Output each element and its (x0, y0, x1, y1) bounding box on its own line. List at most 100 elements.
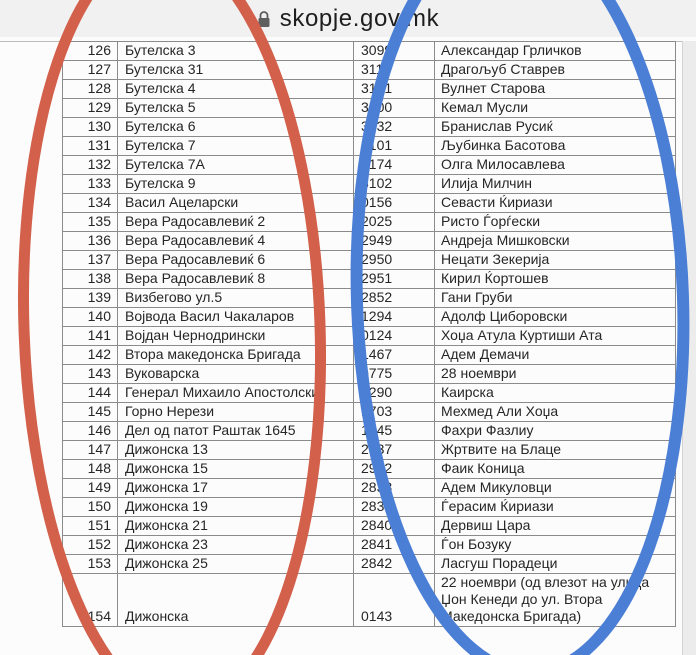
cell-street: Дижонска 25 (117, 554, 354, 574)
cell-name: Ѓон Бозуку (434, 535, 676, 555)
cell-code: 2838 (353, 478, 435, 498)
cell-code: 2842 (353, 554, 435, 574)
cell-num: 135 (62, 212, 118, 232)
cell-name: Жртвите на Блаце (434, 440, 676, 460)
table-row: 154 Дижонска 0143 22 ноември (од влезот на … (62, 573, 676, 627)
cell-name: 28 ноември (434, 364, 676, 384)
cell-street: Бутелска 6 (117, 117, 354, 137)
table-row: 126 Бутелска 3 3099 Александар Грличков (62, 41, 676, 61)
street-table-body: 126 Бутелска 3 3099 Александар Грличков 127 Б… (62, 41, 676, 627)
cell-num: 154 (62, 573, 118, 627)
table-row: 131 Бутелска 7 3101 Љубинка Басотова (62, 136, 676, 156)
cell-name: Ристо Ѓорѓески (434, 212, 676, 232)
table-row: 134 Васил Ацеларски 0156 Севасти Ќириази (62, 193, 676, 213)
table-row: 142 Втора македонска Бригада 1467 Адем Дема… (62, 345, 676, 365)
cell-street: Дижонска 15 (117, 459, 354, 479)
cell-num: 152 (62, 535, 118, 555)
table-row: 133 Бутелска 9 3102 Илија Милчин (62, 174, 676, 194)
cell-street: Вера Радосавлевиќ 4 (117, 231, 354, 251)
cell-code: 2841 (353, 535, 435, 555)
cell-street: Вера Радосавлевиќ 8 (117, 269, 354, 289)
cell-code: 2949 (353, 231, 435, 251)
cell-code: 0290 (353, 383, 435, 403)
cell-num: 151 (62, 516, 118, 536)
table-row: 127 Бутелска 31 3113 Драгољуб Ставрев (62, 60, 676, 80)
cell-name: Нецати Зекерија (434, 250, 676, 270)
table-row: 146 Дел од патот Раштак 1645 1645 Фахри Фаз… (62, 421, 676, 441)
cell-name: Адолф Циборовски (434, 307, 676, 327)
cell-code: 2837 (353, 440, 435, 460)
cell-code: 1467 (353, 345, 435, 365)
table-row: 139 Визбегово ул.5 2852 Гани Груби (62, 288, 676, 308)
table-row: 132 Бутелска 7А 3174 Олга Милосавлева (62, 155, 676, 175)
cell-name: Гани Груби (434, 288, 676, 308)
cell-street: Дижонска (117, 573, 354, 627)
cell-num: 126 (62, 41, 118, 61)
cell-name: Андреја Мишковски (434, 231, 676, 251)
cell-num: 133 (62, 174, 118, 194)
cell-num: 134 (62, 193, 118, 213)
cell-street: Горно Нерези (117, 402, 354, 422)
cell-street: Бутелска 9 (117, 174, 354, 194)
table-row: 138 Вера Радосавлевиќ 8 2951 Кирил Ќортошев (62, 269, 676, 289)
table-row: 145 Горно Нерези 1703 Мехмед Али Хоџа (62, 402, 676, 422)
cell-name: Фаик Коница (434, 459, 676, 479)
table-row: 152 Дижонска 23 2841 Ѓон Бозуку (62, 535, 676, 555)
table-row: 136 Вера Радосавлевиќ 4 2949 Андреја Мишков… (62, 231, 676, 251)
cell-street: Дижонска 13 (117, 440, 354, 460)
cell-street: Дижонска 17 (117, 478, 354, 498)
cell-name: Дервиш Цара (434, 516, 676, 536)
cell-street: Бутелска 3 (117, 41, 354, 61)
cell-code: 3099 (353, 41, 435, 61)
cell-code: 2839 (353, 497, 435, 517)
cell-num: 138 (62, 269, 118, 289)
cell-num: 131 (62, 136, 118, 156)
cell-code: 3174 (353, 155, 435, 175)
cell-code: 0124 (353, 326, 435, 346)
table-row: 149 Дижонска 17 2838 Адем Микуловци (62, 478, 676, 498)
cell-name: Олга Милосавлева (434, 155, 676, 175)
table-row: 129 Бутелска 5 3100 Кемал Мусли (62, 98, 676, 118)
lock-icon (258, 11, 270, 27)
cell-name: 22 ноември (од влезот на улица Џон Кенед… (434, 573, 676, 627)
cell-num: 153 (62, 554, 118, 574)
cell-code: 0156 (353, 193, 435, 213)
browser-address-bar[interactable]: skopje.gov.mk (0, 0, 696, 37)
cell-name: Илија Милчин (434, 174, 676, 194)
cell-street: Визбегово ул.5 (117, 288, 354, 308)
cell-num: 145 (62, 402, 118, 422)
cell-code: 2025 (353, 212, 435, 232)
cell-num: 128 (62, 79, 118, 99)
cell-code: 3132 (353, 117, 435, 137)
cell-num: 150 (62, 497, 118, 517)
scrollbar-track[interactable] (682, 41, 696, 655)
table-row: 144 Генерал Михаило Апостолски 0290 Каирска (62, 383, 676, 403)
cell-num: 127 (62, 60, 118, 80)
cell-num: 143 (62, 364, 118, 384)
cell-code: 3101 (353, 136, 435, 156)
cell-code: 2840 (353, 516, 435, 536)
cell-street: Дижонска 19 (117, 497, 354, 517)
cell-num: 137 (62, 250, 118, 270)
table-row: 130 Бутелска 6 3132 Бранислав Русиќ (62, 117, 676, 137)
cell-street: Бутелска 31 (117, 60, 354, 80)
cell-num: 139 (62, 288, 118, 308)
cell-code: 2951 (353, 269, 435, 289)
cell-num: 144 (62, 383, 118, 403)
cell-code: 3102 (353, 174, 435, 194)
cell-name: Севасти Ќириази (434, 193, 676, 213)
cell-name: Вулнет Старова (434, 79, 676, 99)
cell-num: 140 (62, 307, 118, 327)
cell-street: Дижонска 21 (117, 516, 354, 536)
cell-street: Бутелска 7А (117, 155, 354, 175)
cell-street: Втора македонска Бригада (117, 345, 354, 365)
table-row: 143 Вуковарска 0775 28 ноември (62, 364, 676, 384)
cell-code: 1703 (353, 402, 435, 422)
cell-num: 149 (62, 478, 118, 498)
cell-code: 1645 (353, 421, 435, 441)
table-row: 141 Војдан Чернодрински 0124 Хоџа Атула Кур… (62, 326, 676, 346)
cell-street: Бутелска 4 (117, 79, 354, 99)
cell-num: 130 (62, 117, 118, 137)
cell-name: Кирил Ќортошев (434, 269, 676, 289)
cell-name: Драгољуб Ставрев (434, 60, 676, 80)
